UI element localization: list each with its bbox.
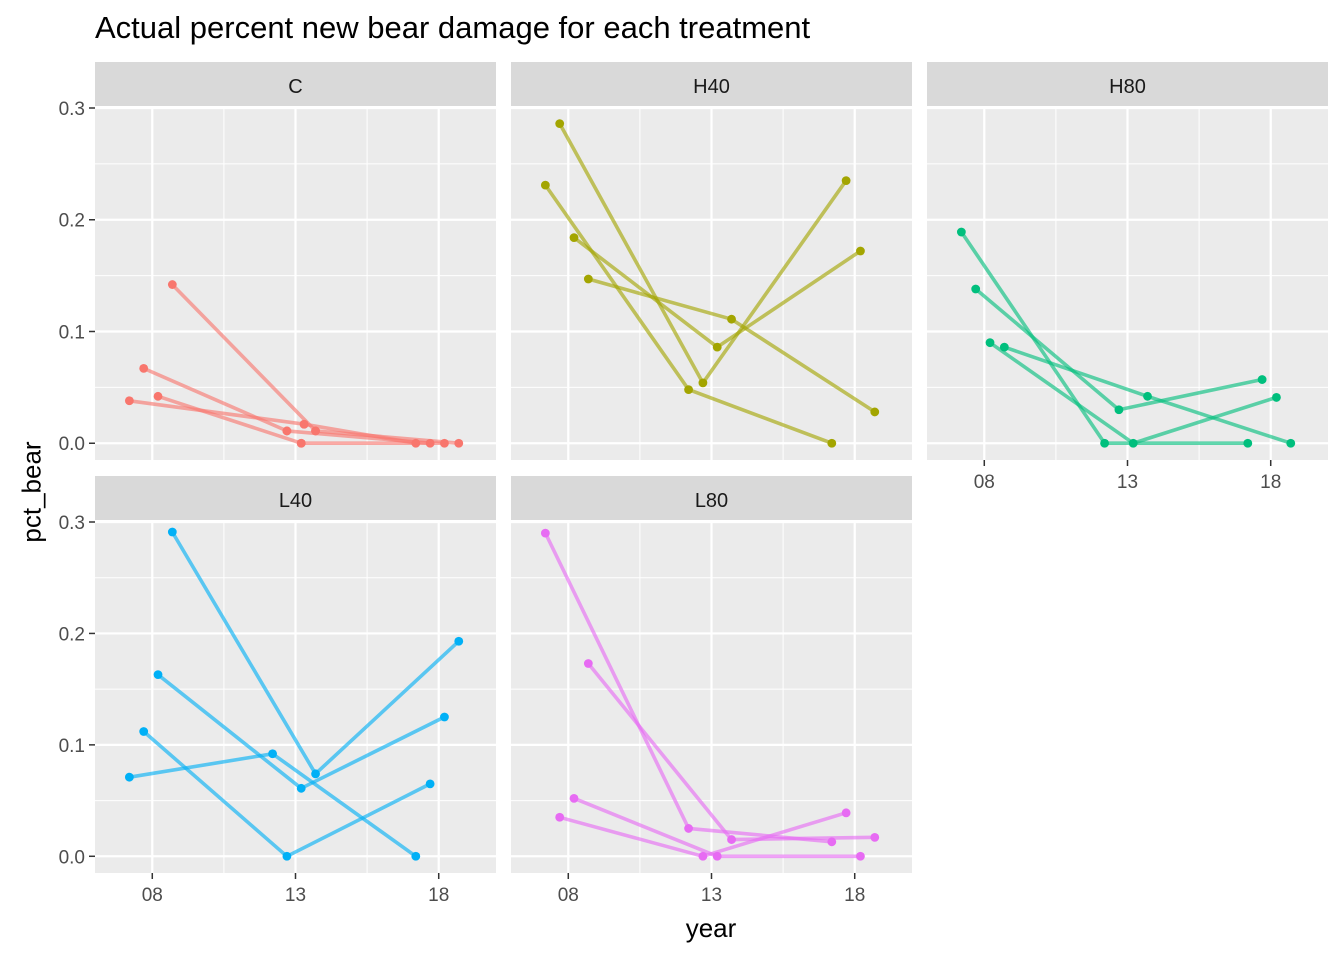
- data-point: [583, 659, 593, 668]
- facet-panel-h40: H40: [511, 62, 912, 460]
- data-point: [684, 824, 693, 833]
- data-point: [841, 176, 851, 186]
- facet-panel-l80: L80 08 13 18: [511, 476, 912, 906]
- facet-strip: [511, 62, 912, 106]
- data-point: [167, 527, 177, 537]
- facet-strip: [95, 476, 496, 520]
- data-point: [311, 769, 320, 779]
- data-point: [870, 407, 880, 417]
- y-tick-label: 0.1: [59, 322, 85, 343]
- data-point: [296, 438, 306, 448]
- data-point: [425, 438, 435, 448]
- data-point: [727, 314, 736, 324]
- facet-strip-label: L80: [695, 490, 728, 512]
- data-point: [712, 342, 722, 352]
- facet-panel-h80: H80 08 13 18: [927, 62, 1328, 493]
- data-point: [583, 274, 593, 284]
- x-tick-label: 08: [558, 885, 579, 906]
- facet-strip: [511, 476, 912, 520]
- x-tick-label: 13: [701, 885, 722, 906]
- data-point: [698, 378, 708, 388]
- data-point: [841, 808, 851, 818]
- x-tick-label: 08: [142, 885, 163, 906]
- data-point: [139, 727, 149, 736]
- data-point: [870, 832, 880, 842]
- data-point: [856, 851, 865, 861]
- data-point: [1286, 438, 1296, 448]
- data-point: [411, 438, 421, 448]
- series-line: [303, 422, 417, 445]
- data-point: [540, 180, 550, 190]
- data-point: [827, 837, 837, 847]
- data-point: [425, 779, 435, 789]
- x-tick-label: 08: [974, 472, 995, 493]
- data-point: [971, 284, 981, 294]
- data-point: [985, 338, 995, 348]
- data-point: [124, 396, 134, 406]
- data-point: [569, 233, 579, 243]
- data-point: [540, 528, 550, 538]
- data-point: [1128, 438, 1138, 448]
- y-tick-label: 0.2: [59, 624, 85, 645]
- data-point: [296, 783, 306, 793]
- x-axis-label: year: [685, 913, 737, 943]
- data-point: [299, 419, 309, 429]
- data-point: [282, 851, 292, 861]
- y-tick-label: 0.0: [59, 434, 85, 455]
- data-point: [454, 636, 464, 646]
- data-point: [856, 246, 865, 256]
- data-point: [1257, 375, 1267, 384]
- data-point: [282, 426, 292, 436]
- data-point: [827, 438, 837, 448]
- data-point: [999, 342, 1009, 352]
- data-point: [1243, 438, 1253, 448]
- x-tick-label: 13: [1117, 472, 1138, 493]
- data-point: [684, 385, 693, 394]
- facet-strip: [927, 62, 1328, 106]
- data-point: [698, 851, 708, 861]
- facet-strip-label: L40: [279, 490, 312, 512]
- x-tick-label: 18: [844, 885, 865, 906]
- data-point: [712, 851, 722, 861]
- y-tick-label: 0.3: [59, 99, 85, 120]
- data-point: [1114, 405, 1124, 415]
- data-point: [440, 712, 449, 722]
- facet-strip-label: H80: [1109, 76, 1146, 98]
- data-point: [440, 438, 449, 448]
- x-tick-label: 13: [285, 885, 306, 906]
- y-tick-label: 0.1: [59, 736, 85, 757]
- facet-strip: [95, 62, 496, 106]
- y-tick-label: 0.2: [59, 211, 85, 232]
- data-point: [153, 670, 163, 680]
- data-point: [153, 391, 163, 401]
- facet-strip-label: H40: [693, 76, 730, 98]
- x-tick-label: 18: [428, 885, 449, 906]
- data-point: [124, 772, 134, 782]
- y-tick-label: 0.3: [59, 513, 85, 534]
- data-point: [167, 280, 177, 289]
- facet-strip-label: C: [288, 76, 302, 98]
- data-point: [727, 835, 736, 844]
- data-point: [1100, 438, 1109, 448]
- facet-panel-l40: L40 0.0 0.1 0.2 0.3 08 13 18: [59, 476, 496, 906]
- series-line: [171, 283, 317, 433]
- x-tick-label: 18: [1260, 472, 1281, 493]
- data-point: [268, 749, 277, 759]
- data-point: [555, 119, 565, 129]
- data-point: [139, 363, 149, 373]
- data-point: [956, 227, 966, 237]
- data-point: [311, 426, 320, 436]
- series-line: [129, 399, 305, 426]
- chart-title: Actual percent new bear damage for each …: [95, 10, 811, 45]
- series-line: [157, 394, 302, 445]
- y-tick-label: 0.0: [59, 847, 85, 868]
- data-point: [555, 812, 565, 822]
- data-point: [569, 793, 579, 803]
- data-point: [1143, 391, 1152, 401]
- data-point: [454, 438, 464, 448]
- data-point: [1272, 393, 1281, 402]
- facet-panel-c: C 0.0 0.1 0.2 0.3: [59, 62, 496, 460]
- data-point: [411, 851, 421, 861]
